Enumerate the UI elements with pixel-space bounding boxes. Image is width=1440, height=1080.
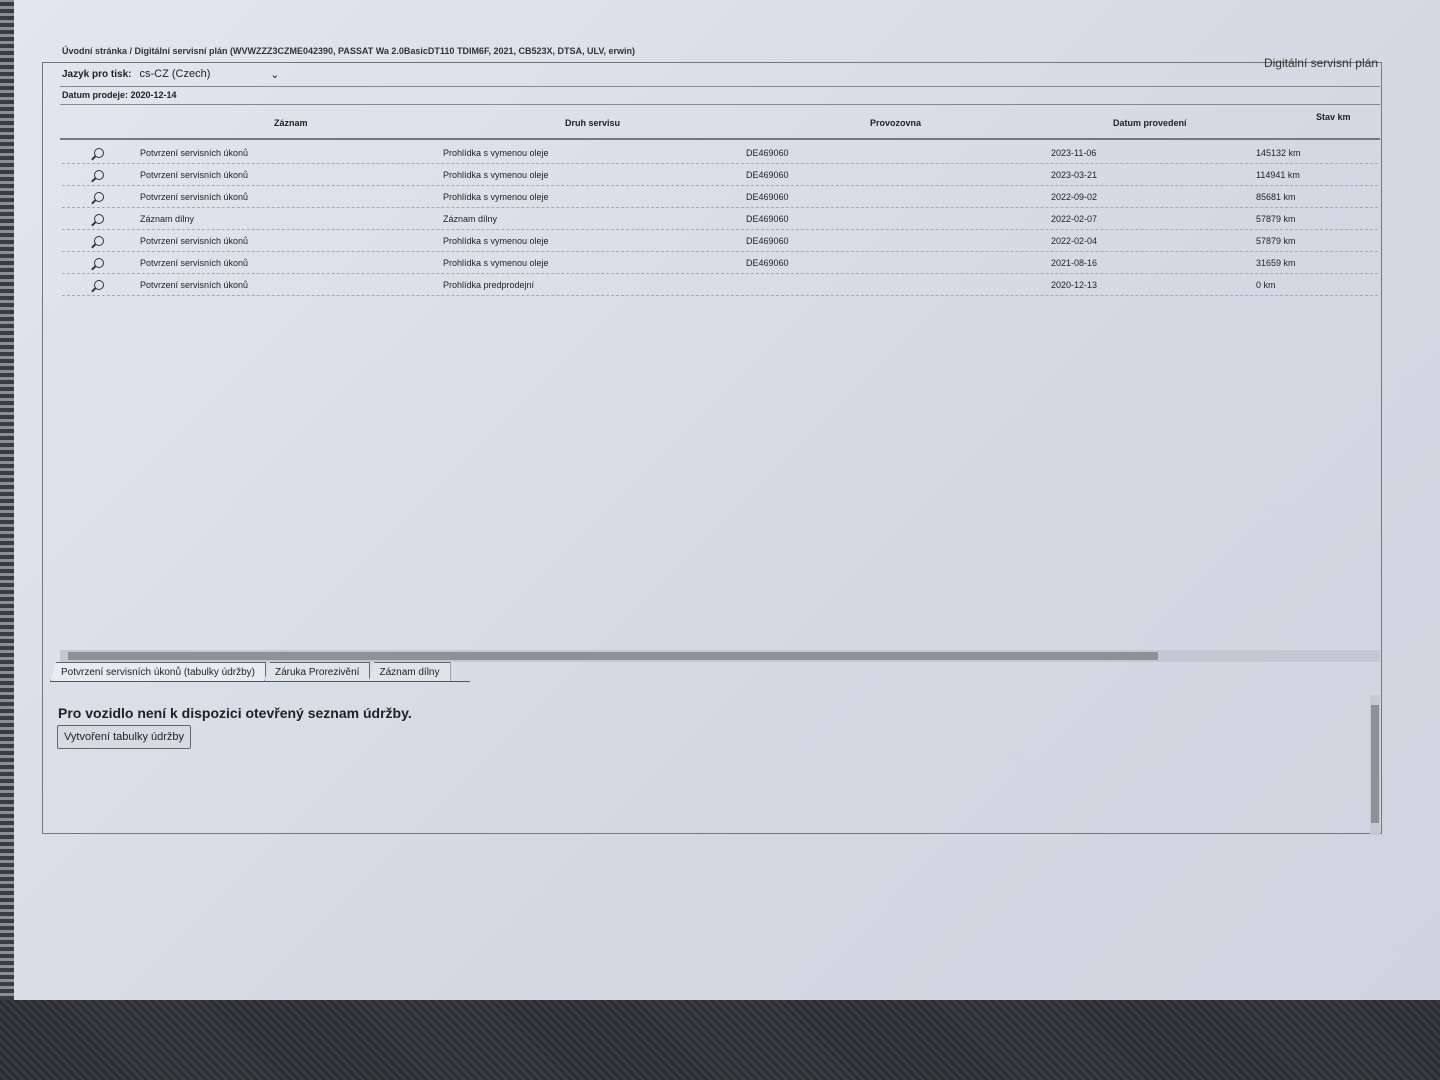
tab-maintenance[interactable]: Potvrzení servisních úkonů (tabulky údrž…: [50, 662, 266, 682]
table-cell: 2022-02-04: [1051, 236, 1098, 246]
table-cell: Prohlídka predprodejní: [443, 280, 535, 290]
sale-date: Datum prodeje: 2020-12-14: [62, 90, 177, 100]
table-cell: 145132 km: [1256, 148, 1301, 158]
table-cell: Záznam dílny: [443, 214, 498, 224]
table-cell: DE469060: [746, 214, 789, 224]
breadcrumb[interactable]: Úvodní stránka / Digitální servisní plán…: [62, 46, 635, 56]
table-cell: DE469060: [746, 170, 789, 180]
table-cell: DE469060: [746, 192, 789, 202]
table-cell: 57879 km: [1256, 236, 1296, 246]
divider: [50, 681, 470, 682]
table-row[interactable]: Potvrzení servisních úkonů Prohlídka s vy…: [62, 186, 1378, 208]
col-header[interactable]: Provozovna: [870, 118, 922, 128]
header-divider: [60, 138, 1380, 140]
table-cell: DE469060: [746, 148, 789, 158]
search-icon[interactable]: [94, 170, 104, 180]
search-icon[interactable]: [94, 236, 104, 246]
search-icon[interactable]: [94, 214, 104, 224]
create-table-button[interactable]: Vytvoření tabulky údržby: [57, 725, 192, 749]
table-row[interactable]: Potvrzení servisních úkonů Prohlídka s vy…: [62, 252, 1378, 274]
col-header[interactable]: Datum provedení: [1113, 118, 1187, 128]
divider: [60, 104, 1380, 105]
table-cell: Potvrzení servisních úkonů: [140, 170, 249, 180]
table-cell: Prohlídka s vymenou oleje: [443, 258, 549, 268]
vertical-scrollbar[interactable]: [1370, 695, 1380, 835]
table-cell: 114941 km: [1256, 170, 1300, 180]
table-cell: 2021-08-16: [1051, 258, 1098, 268]
search-icon[interactable]: [94, 258, 104, 268]
page-title: Digitální servisní plán: [1263, 56, 1378, 70]
horizontal-scrollbar[interactable]: [60, 650, 1380, 662]
table-cell: DE469060: [746, 236, 789, 246]
table-cell: Potvrzení servisních úkonů: [140, 148, 249, 158]
table-cell: 2022-02-07: [1051, 214, 1098, 224]
table-row[interactable]: Potvrzení servisních úkonů Prohlídka s vy…: [62, 230, 1378, 252]
table-cell: Záznam dílny: [140, 214, 195, 224]
table-cell: 57879 km: [1256, 214, 1296, 224]
table-cell: 0 km: [1256, 280, 1276, 290]
table-cell: 2022-09-02: [1051, 192, 1098, 202]
table-cell: Prohlídka s vymenou oleje: [443, 192, 549, 202]
search-icon[interactable]: [94, 148, 104, 158]
table-cell: 2023-03-21: [1051, 170, 1098, 180]
language-label: Jazyk pro tisk:: [62, 69, 132, 80]
background-fabric: [0, 1000, 1440, 1080]
language-value: cs-CZ (Czech): [139, 68, 211, 80]
col-header[interactable]: Druh servisu: [565, 118, 621, 128]
main-frame: [42, 62, 1382, 834]
table-row[interactable]: Záznam dílny Záznam dílny DE469060 2022-02-…: [62, 208, 1378, 230]
divider: [60, 86, 1380, 87]
table-cell: Potvrzení servisních úkonů: [140, 192, 249, 202]
table-cell: Potvrzení servisních úkonů: [140, 258, 249, 268]
table-cell: Potvrzení servisních úkonů: [140, 280, 249, 290]
search-icon[interactable]: [94, 192, 104, 202]
table-cell: 31659 km: [1256, 258, 1296, 268]
col-header[interactable]: Stav km: [1316, 112, 1351, 122]
table-cell: Prohlídka s vymenou oleje: [443, 236, 549, 246]
table-row[interactable]: Potvrzení servisních úkonů Prohlídka s vy…: [62, 142, 1378, 164]
table-cell: Prohlídka s vymenou oleje: [443, 170, 549, 180]
no-plan-message: Pro vozidlo není k dispozici otevřený se…: [58, 705, 412, 721]
table-row[interactable]: Potvrzení servisních úkonů Prohlídka s vy…: [62, 164, 1378, 186]
table-cell: 2020-12-13: [1051, 280, 1098, 290]
language-select[interactable]: cs-CZ (Czech) ⌄: [139, 68, 279, 81]
scrollbar-thumb[interactable]: [1371, 705, 1379, 823]
table-cell: 2023-11-06: [1051, 148, 1097, 158]
scrollbar-thumb[interactable]: [68, 652, 1158, 660]
table-cell: DE469060: [746, 258, 789, 268]
table-cell: 85681 km: [1256, 192, 1296, 202]
col-header[interactable]: Záznam: [274, 118, 308, 128]
language-selector[interactable]: Jazyk pro tisk: cs-CZ (Czech) ⌄: [62, 68, 279, 81]
table-cell: Potvrzení servisních úkonů: [140, 236, 249, 246]
tab-rust-warranty[interactable]: Záruka Prorezivění: [263, 662, 371, 682]
table-row[interactable]: Potvrzení servisních úkonů Prohlídka pred…: [62, 274, 1378, 296]
table-cell: Prohlídka s vymenou oleje: [443, 148, 549, 158]
tab-workshop-record[interactable]: Záznam dílny: [368, 662, 451, 682]
chevron-down-icon: ⌄: [270, 69, 280, 81]
tab-bar: Potvrzení servisních úkonů (tabulky údrž…: [50, 662, 451, 682]
background-edge: [0, 0, 14, 1000]
search-icon[interactable]: [94, 280, 104, 290]
